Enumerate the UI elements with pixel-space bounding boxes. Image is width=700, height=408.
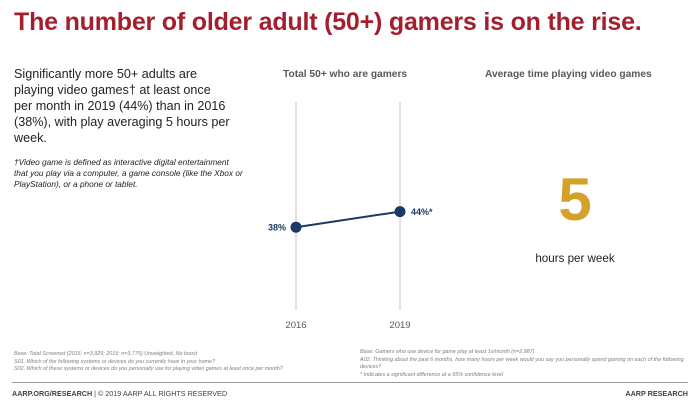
- data-point-2019: [394, 206, 406, 218]
- page-title: The number of older adult (50+) gamers i…: [14, 8, 642, 36]
- gamers-line-chart: 38% 44%* 2016 2019: [268, 102, 433, 331]
- data-point-2016: [290, 221, 302, 233]
- note-line: Base: Gamers who use device for game pla…: [360, 349, 535, 355]
- footer-brand: AARP RESEARCH: [625, 389, 688, 398]
- note-line: S02. Which of these systems or devices d…: [14, 366, 283, 373]
- data-label-2019: 44%*: [411, 207, 433, 217]
- data-label-2016: 38%: [268, 223, 286, 233]
- footer-divider: [12, 382, 688, 383]
- average-hours-unit: hours per week: [535, 252, 615, 265]
- x-tick-label-2016: 2016: [285, 320, 306, 331]
- series-line: [295, 210, 401, 229]
- time-chart-title: Average time playing video games: [485, 69, 652, 80]
- line-chart-title: Total 50+ who are gamers: [283, 69, 408, 80]
- note-line: S01. Which of the following systems or d…: [14, 358, 216, 365]
- summary-text: Significantly more 50+ adults are playin…: [14, 67, 230, 145]
- footer-rights: | © 2019 AARP ALL RIGHTS RESERVED: [92, 389, 228, 398]
- notes-left: Base: Total Screened (2016: n=3,929; 201…: [14, 351, 354, 374]
- note-line: * Indicates a significant difference at …: [360, 371, 504, 378]
- footer-site-link[interactable]: AARP.ORG/RESEARCH: [12, 389, 93, 398]
- footer-copyright: AARP.ORG/RESEARCH | © 2019 AARP ALL RIGH…: [12, 389, 227, 398]
- x-tick-label-2019: 2019: [389, 320, 410, 331]
- average-hours-value: 5: [558, 166, 592, 233]
- note-line: A02. Thinking about the past 6 months, h…: [360, 356, 684, 371]
- note-line: Base: Total Screened (2016: n=3,929; 201…: [14, 351, 198, 357]
- notes-right: Base: Gamers who use device for game pla…: [360, 349, 695, 379]
- footnote-text: †Video game is defined as interactive di…: [14, 157, 243, 189]
